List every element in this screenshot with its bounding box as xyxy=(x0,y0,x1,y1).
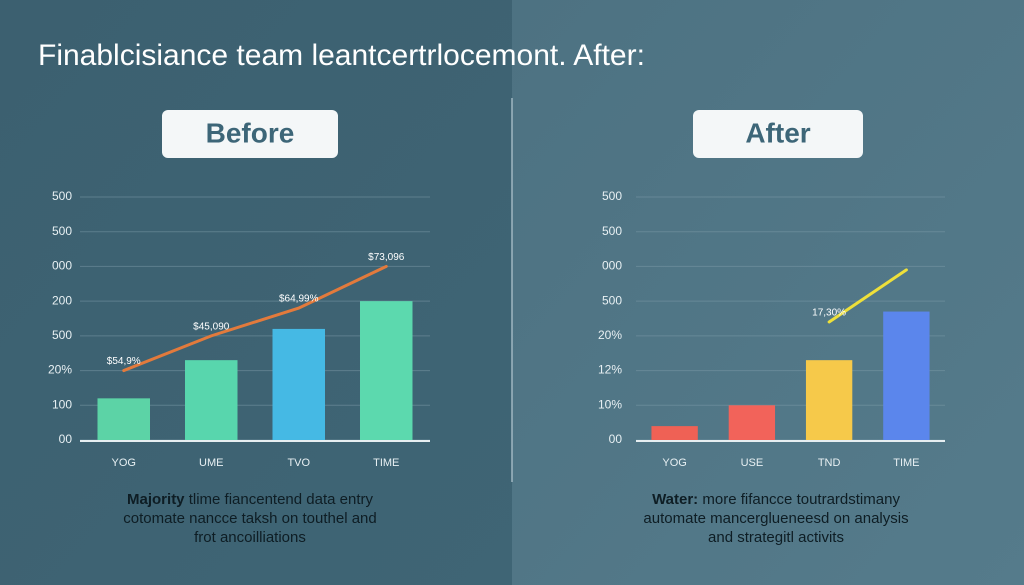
caption-lead: Majority xyxy=(127,491,185,508)
background-left xyxy=(0,0,512,585)
bar xyxy=(272,328,325,440)
y-tick-label: 500 xyxy=(602,224,622,238)
x-tick-label: USE xyxy=(741,457,764,469)
y-tick-label: 100 xyxy=(52,397,72,411)
caption: Water: more fifancce toutrardstimany xyxy=(652,491,900,508)
x-tick-label: TVO xyxy=(287,457,310,469)
point-label: 17,30% xyxy=(812,308,846,319)
badge-label: After xyxy=(745,117,810,148)
bar xyxy=(883,311,930,440)
caption-line: automate mancerglueneesd on analysis xyxy=(643,510,908,527)
caption: Majority tlime fiancentend data entry xyxy=(127,491,373,508)
bar xyxy=(360,301,413,440)
y-tick-label: 10% xyxy=(598,397,622,411)
y-tick-label: 500 xyxy=(52,328,72,342)
point-label: $54,9% xyxy=(107,356,141,367)
y-tick-label: 00 xyxy=(59,432,73,446)
y-tick-label: 000 xyxy=(602,259,622,273)
bar xyxy=(97,398,150,440)
y-tick-label: 200 xyxy=(52,293,72,307)
caption-line: frot ancoilliations xyxy=(194,529,306,546)
y-tick-label: 00 xyxy=(609,432,623,446)
line xyxy=(122,264,388,373)
point-label: $64,99% xyxy=(279,294,319,305)
x-tick-label: YOG xyxy=(112,457,136,469)
x-tick-label: TND xyxy=(818,457,841,469)
y-tick-label: 500 xyxy=(52,189,72,203)
page-title: Finablcisiance team leantcertrlocemont. … xyxy=(38,39,645,72)
x-tick-label: TIME xyxy=(373,457,399,469)
y-tick-label: 500 xyxy=(52,224,72,238)
y-tick-label: 20% xyxy=(598,328,622,342)
x-tick-label: UME xyxy=(199,457,223,469)
x-tick-label: TIME xyxy=(893,457,919,469)
point-label: $45,090 xyxy=(193,321,230,332)
caption-line: cotomate nancce taksh on touthel and xyxy=(123,510,377,527)
y-tick-label: 500 xyxy=(602,293,622,307)
caption-lead: Water: xyxy=(652,491,698,508)
bar xyxy=(728,405,776,440)
x-tick-label: YOG xyxy=(662,457,686,469)
y-tick-label: 12% xyxy=(598,363,622,377)
bar xyxy=(651,426,698,440)
line xyxy=(827,268,908,324)
caption-line: tlime fiancentend data entry xyxy=(189,491,374,508)
background-right xyxy=(512,0,1024,585)
caption-line: and strategitl activits xyxy=(708,529,844,546)
badge xyxy=(162,110,338,158)
y-tick-label: 500 xyxy=(602,189,622,203)
badge xyxy=(693,110,863,158)
y-tick-label: 20% xyxy=(48,363,72,377)
y-tick-label: 000 xyxy=(52,259,72,273)
bar xyxy=(185,360,238,440)
point-label: $73,096 xyxy=(368,252,405,263)
badge-label: Before xyxy=(206,117,295,148)
bar xyxy=(805,360,853,440)
caption-line: more fifancce toutrardstimany xyxy=(702,491,900,508)
